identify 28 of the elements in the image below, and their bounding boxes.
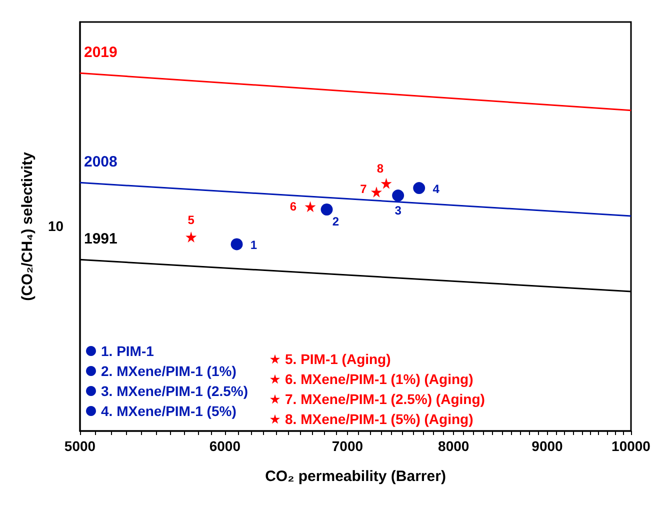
annotation: 1	[250, 238, 258, 252]
annotation: 3	[394, 204, 402, 218]
legend-label: 2. MXene/PIM-1 (1%)	[101, 363, 236, 379]
annotation: 7	[360, 182, 368, 196]
x-tick-label: 6000	[209, 438, 241, 454]
x-tick-label: 10000	[612, 438, 651, 454]
x-tick-label: 5000	[64, 438, 96, 454]
annotation: 6	[290, 200, 297, 214]
annotation: 8	[376, 161, 384, 176]
x-tick-label: 8000	[438, 438, 470, 454]
legend-label: 4. MXene/PIM-1 (5%)	[101, 403, 236, 419]
legend-label: 8. MXene/PIM-1 (5%) (Aging)	[285, 411, 474, 427]
x-tick-label: 9000	[532, 438, 564, 454]
annotation: 4	[432, 182, 440, 196]
series-label: 2019	[84, 44, 118, 62]
annotation: 5	[188, 213, 195, 228]
legend-label: 5. PIM-1 (Aging)	[285, 351, 391, 367]
series-label: 1991	[84, 230, 118, 248]
x-axis-title: CO₂ permeability (Barrer)	[265, 468, 446, 485]
x-tick-label: 7000	[332, 438, 364, 454]
legend-label: 7. MXene/PIM-1 (2.5%) (Aging)	[285, 391, 485, 407]
text: 10	[48, 218, 64, 234]
legend-label: 3. MXene/PIM-1 (2.5%)	[101, 383, 248, 399]
legend-label: 1. PIM-1	[101, 343, 154, 359]
annotation: 2	[332, 214, 340, 229]
series-label: 2008	[84, 154, 118, 171]
legend-label: 6. MXene/PIM-1 (1%) (Aging)	[285, 371, 474, 387]
y-axis-title: (CO₂/CH₄) selectivity	[19, 151, 36, 301]
